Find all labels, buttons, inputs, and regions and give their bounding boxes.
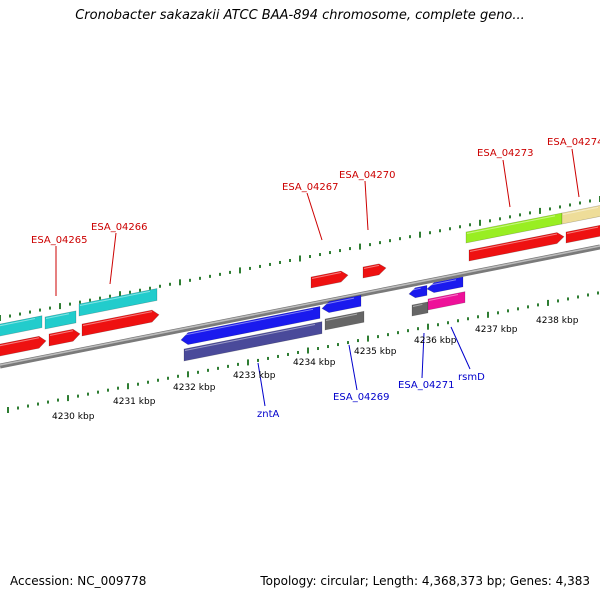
- leader-line: [348, 344, 358, 391]
- map-title: Cronobacter sakazakii ATCC BAA-894 chrom…: [75, 8, 525, 23]
- gene-blue: [426, 276, 464, 293]
- bottom-tick-row: [7, 291, 599, 413]
- gene-blue-znta-highlight: [181, 308, 314, 336]
- gene-red: [362, 263, 387, 279]
- leader-line: [571, 148, 580, 198]
- kbp-label: 4237 kbp: [475, 325, 518, 335]
- leader-line: [502, 159, 511, 208]
- gene-blue-highlight: [409, 287, 421, 291]
- kbp-label: 4232 kbp: [173, 383, 216, 393]
- gene-cyan: [44, 310, 77, 330]
- gene-magenta-highlight: [428, 294, 459, 301]
- accession-text: Accession: NC_009778: [10, 574, 147, 588]
- gene-gray-highlight: [412, 303, 423, 307]
- gene-red-highlight: [49, 330, 74, 336]
- gene-red-highlight: [82, 311, 153, 326]
- gene-slate: [183, 321, 323, 362]
- topology-text: Topology: circular; Length: 4,368,373 bp…: [260, 574, 590, 588]
- kbp-label: 4235 kbp: [354, 347, 397, 357]
- gene-red: [81, 309, 160, 337]
- chromosome-backbone: [0, 244, 600, 369]
- gene-red-highlight: [311, 272, 342, 279]
- gene-green-highlight: [466, 215, 556, 234]
- gene-cyan-highlight: [45, 313, 70, 319]
- gene-cyan: [78, 288, 158, 317]
- gene-red-highlight: [0, 337, 40, 347]
- gene-label-esa-04270[interactable]: ESA_04270: [339, 170, 396, 181]
- gene-label-esa-04267[interactable]: ESA_04267: [282, 182, 339, 193]
- leader-line: [257, 362, 266, 407]
- kbp-label: 4238 kbp: [536, 316, 579, 326]
- gene-blue: [321, 294, 362, 313]
- gene-red: [565, 224, 600, 244]
- gene-cyan-highlight: [79, 290, 151, 306]
- leader-line: [306, 192, 323, 241]
- gene-label-znta[interactable]: zntA: [257, 409, 280, 420]
- chromosome-backbone-highlight: [0, 245, 600, 366]
- gene-cyan-highlight: [0, 318, 36, 327]
- leader-line: [450, 326, 471, 370]
- gene-blue-highlight: [322, 297, 355, 305]
- kbp-label: 4230 kbp: [52, 412, 95, 422]
- gene-label-esa-04274[interactable]: ESA_04274: [547, 137, 600, 148]
- gene-magenta: [427, 291, 466, 311]
- gene-khaki: [561, 205, 600, 225]
- gene-label-esa-04266[interactable]: ESA_04266: [91, 222, 148, 233]
- gene-label-esa-04273[interactable]: ESA_04273: [477, 148, 534, 159]
- leader-line: [421, 332, 425, 379]
- leader-line: [109, 232, 117, 285]
- gene-gray: [324, 310, 365, 331]
- gene-label-esa-04269[interactable]: ESA_04269: [333, 392, 390, 403]
- gene-blue: [408, 285, 428, 299]
- kbp-label: 4236 kbp: [414, 336, 457, 346]
- gene-cyan: [0, 315, 43, 337]
- kbp-label: 4231 kbp: [113, 397, 156, 407]
- gene-red: [310, 270, 349, 289]
- gene-blue-highlight: [427, 279, 457, 286]
- gene-khaki-highlight: [562, 206, 599, 215]
- gene-red-highlight: [363, 264, 380, 269]
- gene-label-esa-04271[interactable]: ESA_04271: [398, 380, 455, 391]
- gene-red: [0, 335, 47, 357]
- kbp-label: 4234 kbp: [293, 358, 336, 368]
- gene-gray: [411, 301, 429, 317]
- gene-features: [0, 205, 600, 362]
- gene-blue-znta: [180, 306, 321, 345]
- gene-slate-highlight: [184, 324, 316, 351]
- kbp-label: 4233 kbp: [233, 371, 276, 381]
- gene-red-highlight: [469, 233, 558, 252]
- label-leader-lines: [55, 148, 580, 407]
- gene-label-rsmd[interactable]: rsmD: [458, 372, 485, 383]
- gene-red-highlight: [566, 226, 599, 234]
- gene-label-esa-04265[interactable]: ESA_04265: [31, 235, 88, 246]
- gene-gray-highlight: [325, 313, 358, 321]
- gene-red: [468, 232, 565, 262]
- leader-line: [364, 180, 369, 231]
- gene-red: [48, 328, 81, 347]
